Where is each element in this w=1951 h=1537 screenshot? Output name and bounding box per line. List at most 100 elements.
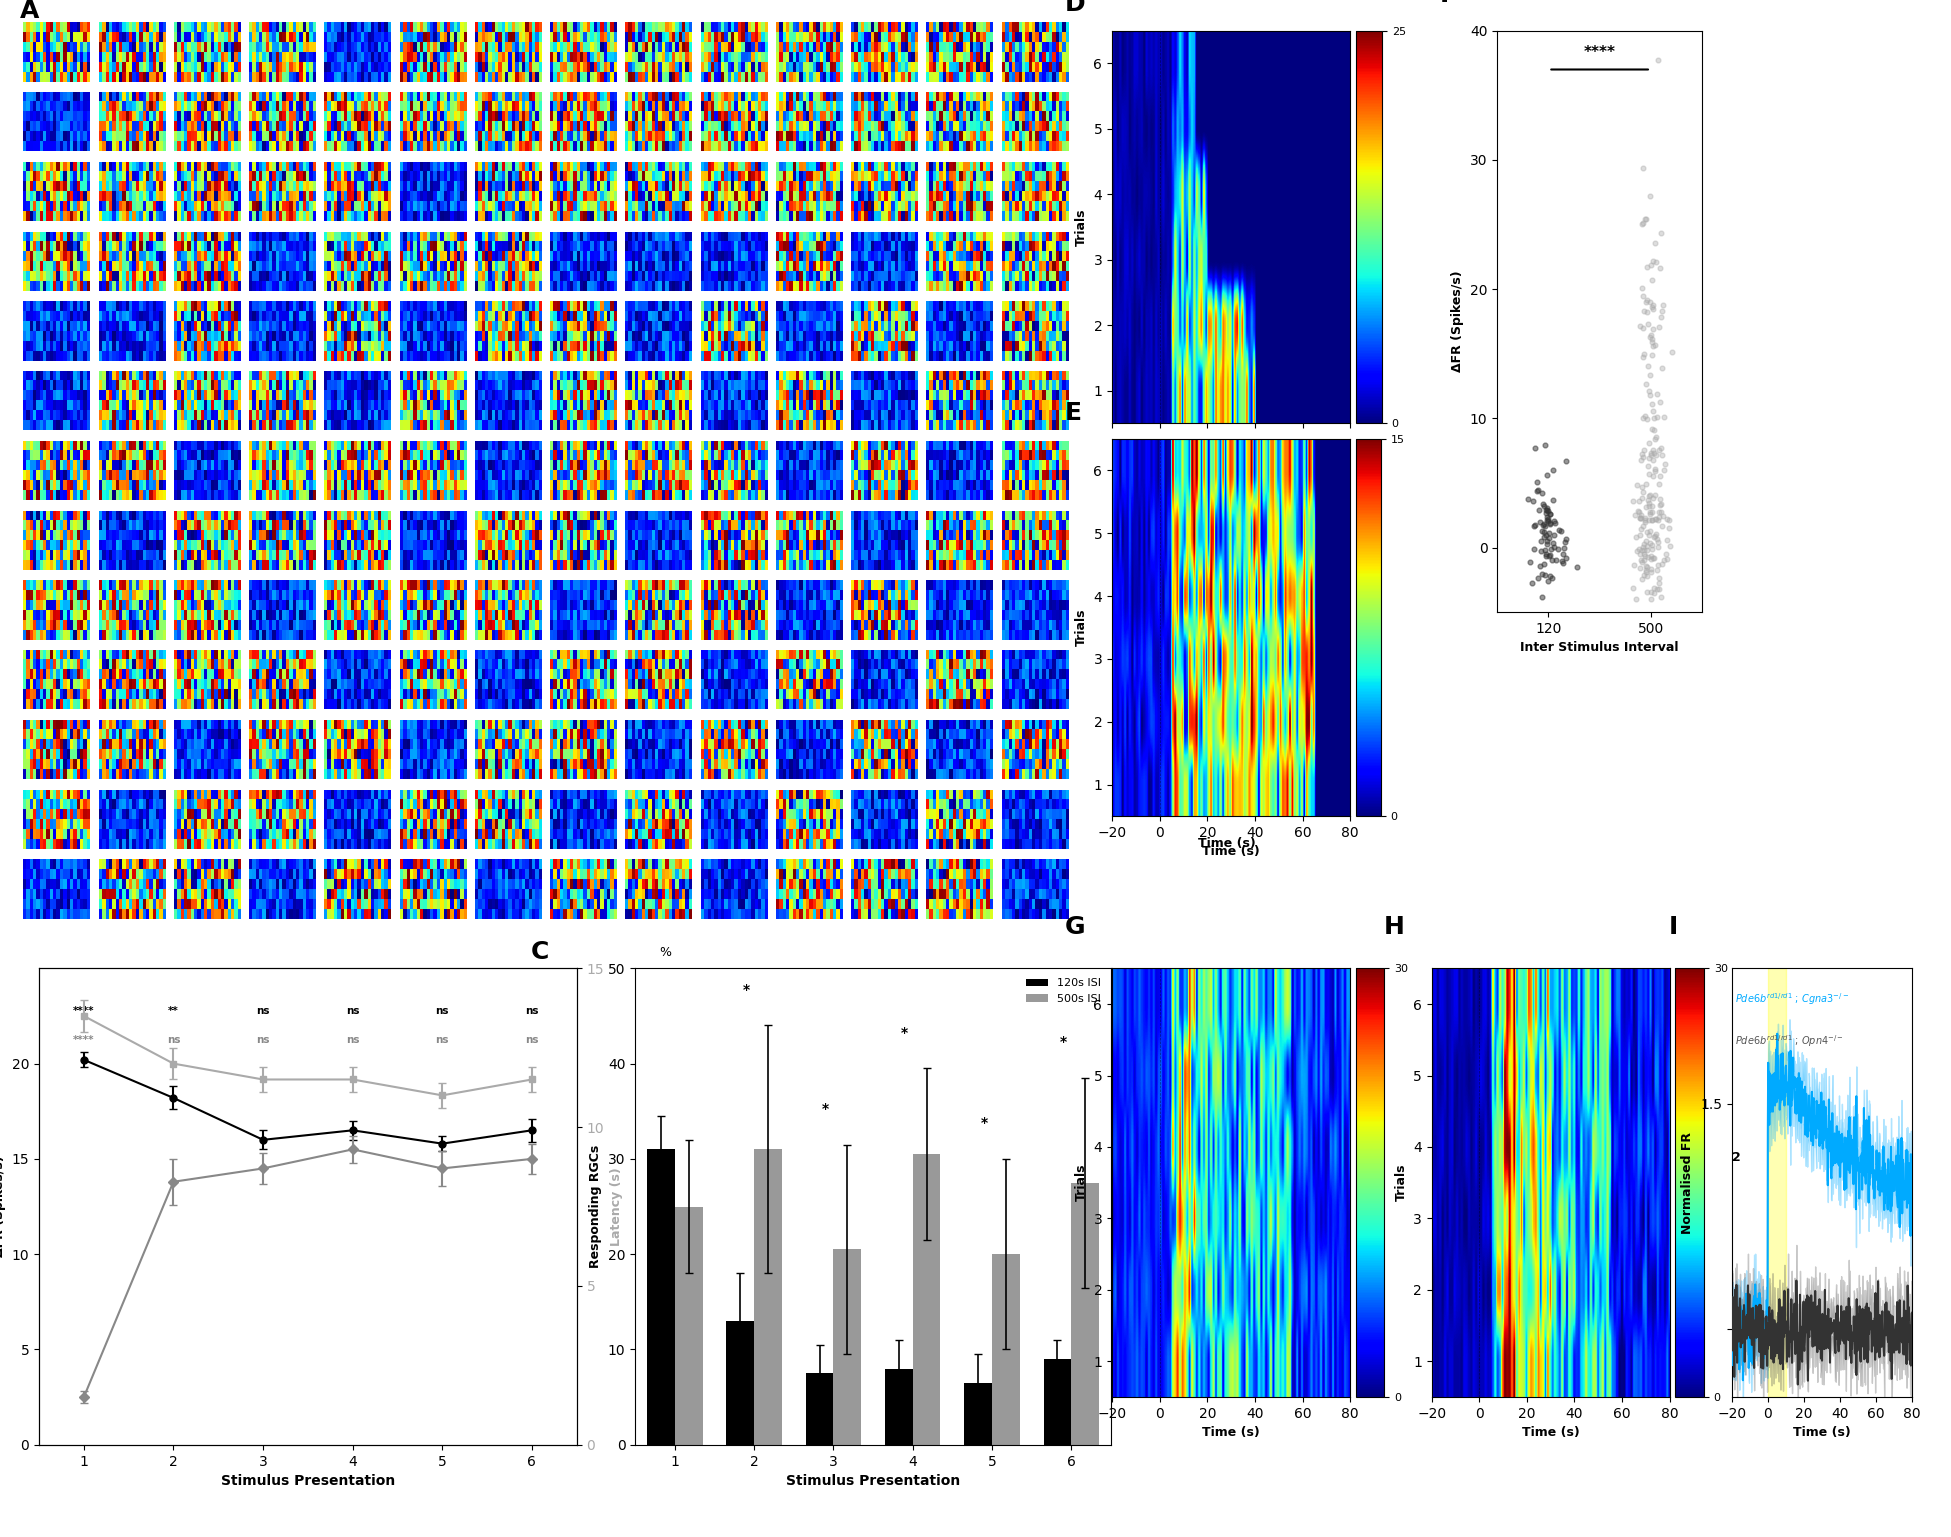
Point bbox=[1631, 472, 1662, 496]
Y-axis label: Trials: Trials bbox=[1075, 609, 1089, 646]
Point bbox=[1645, 500, 1676, 524]
Point bbox=[1639, 483, 1670, 507]
Point bbox=[1649, 504, 1680, 529]
Point bbox=[1631, 255, 1662, 280]
Y-axis label: Responding RGCs: Responding RGCs bbox=[589, 1145, 603, 1268]
Point bbox=[1537, 489, 1569, 513]
Point bbox=[1641, 404, 1672, 429]
Bar bbox=[913, 1154, 940, 1445]
Point bbox=[1649, 452, 1680, 476]
Point bbox=[1645, 500, 1676, 524]
Point bbox=[1528, 586, 1559, 610]
Bar bbox=[806, 1374, 833, 1445]
Point bbox=[1641, 526, 1672, 550]
Text: 2: 2 bbox=[1732, 1151, 1740, 1165]
Point bbox=[1625, 549, 1656, 573]
Point bbox=[1637, 493, 1668, 518]
Point bbox=[1635, 383, 1666, 407]
Point bbox=[1635, 556, 1666, 581]
Point bbox=[1643, 570, 1674, 595]
Point bbox=[1561, 555, 1592, 579]
Point bbox=[1647, 443, 1678, 467]
Point bbox=[1535, 549, 1567, 573]
Bar bbox=[675, 1207, 702, 1445]
Point bbox=[1645, 255, 1676, 280]
Point bbox=[1528, 481, 1559, 506]
Point bbox=[1633, 544, 1664, 569]
Point bbox=[1627, 549, 1658, 573]
Point bbox=[1639, 458, 1670, 483]
Point bbox=[1645, 493, 1676, 518]
Point bbox=[1639, 581, 1670, 606]
Point bbox=[1652, 509, 1684, 533]
Point bbox=[1639, 524, 1670, 549]
Point bbox=[1625, 506, 1656, 530]
Text: ns: ns bbox=[435, 1005, 449, 1016]
Point bbox=[1522, 480, 1553, 504]
Bar bbox=[648, 1150, 675, 1445]
Point bbox=[1625, 475, 1656, 500]
Text: %: % bbox=[659, 945, 671, 959]
Point bbox=[1530, 512, 1561, 536]
Point bbox=[1637, 249, 1668, 274]
Point bbox=[1637, 536, 1668, 561]
Point bbox=[1629, 298, 1660, 323]
Point bbox=[1635, 441, 1666, 466]
Point bbox=[1528, 513, 1559, 538]
Point bbox=[1537, 566, 1569, 590]
Point bbox=[1627, 406, 1658, 430]
Point bbox=[1526, 520, 1557, 544]
Point bbox=[1537, 535, 1569, 559]
Point bbox=[1641, 383, 1672, 407]
Point bbox=[1512, 487, 1543, 512]
Point bbox=[1533, 543, 1565, 567]
Point bbox=[1631, 529, 1662, 553]
X-axis label: Time (s): Time (s) bbox=[1793, 1426, 1851, 1440]
Point bbox=[1631, 406, 1662, 430]
Point bbox=[1530, 538, 1561, 563]
Point bbox=[1643, 504, 1674, 529]
Text: $Pde6b^{rd1/rd1}$ ; $Opn4^{-/-}$: $Pde6b^{rd1/rd1}$ ; $Opn4^{-/-}$ bbox=[1734, 1034, 1844, 1050]
Point bbox=[1639, 507, 1670, 532]
Point bbox=[1639, 418, 1670, 443]
Point bbox=[1528, 492, 1559, 516]
Point bbox=[1533, 564, 1565, 589]
Point bbox=[1647, 298, 1678, 323]
Point bbox=[1627, 535, 1658, 559]
Text: ns: ns bbox=[435, 1034, 449, 1045]
Point bbox=[1639, 406, 1670, 430]
Point bbox=[1639, 426, 1670, 450]
Point bbox=[1629, 206, 1660, 231]
Point bbox=[1635, 547, 1666, 572]
Point bbox=[1637, 326, 1668, 350]
Text: E: E bbox=[1065, 401, 1081, 424]
Point bbox=[1627, 538, 1658, 563]
Point bbox=[1623, 489, 1654, 513]
Point bbox=[1629, 541, 1660, 566]
Point bbox=[1524, 510, 1555, 535]
Point bbox=[1535, 512, 1567, 536]
Point bbox=[1522, 469, 1553, 493]
Point bbox=[1637, 267, 1668, 292]
Point bbox=[1631, 300, 1662, 324]
Point bbox=[1643, 530, 1674, 555]
Point bbox=[1633, 493, 1664, 518]
Point bbox=[1533, 521, 1565, 546]
Point bbox=[1625, 447, 1656, 472]
Text: I: I bbox=[1668, 915, 1678, 939]
Point bbox=[1637, 417, 1668, 441]
Point bbox=[1621, 473, 1652, 498]
Point bbox=[1637, 392, 1668, 417]
Point bbox=[1532, 529, 1563, 553]
Text: *: * bbox=[981, 1116, 987, 1130]
Point bbox=[1635, 544, 1666, 569]
Point bbox=[1524, 553, 1555, 578]
Point bbox=[1641, 426, 1672, 450]
Point bbox=[1635, 252, 1666, 277]
Text: G: G bbox=[1065, 915, 1085, 939]
Point bbox=[1532, 498, 1563, 523]
Point bbox=[1514, 550, 1545, 575]
Point bbox=[1631, 538, 1662, 563]
Point bbox=[1637, 500, 1668, 524]
Point bbox=[1528, 524, 1559, 549]
